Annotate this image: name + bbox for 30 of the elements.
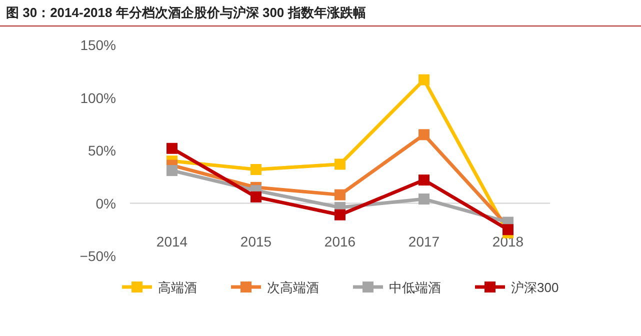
point: [418, 174, 430, 186]
ytick: 50%: [88, 142, 116, 158]
legend-label: 次高端酒: [267, 280, 319, 295]
point: [418, 194, 430, 205]
legend-item: 中低端酒: [353, 280, 441, 295]
point: [166, 142, 178, 154]
point: [418, 129, 430, 140]
legend-label: 高端酒: [158, 280, 197, 295]
ytick: 150%: [80, 37, 116, 53]
xtick: 2015: [240, 233, 272, 250]
legend-item: 次高端酒: [231, 280, 319, 295]
xtick: 2016: [324, 233, 356, 250]
ytick: 100%: [80, 90, 116, 106]
point: [250, 191, 262, 202]
point: [334, 158, 346, 170]
point: [334, 209, 346, 220]
point: [418, 74, 430, 86]
legend-label: 沪深300: [511, 280, 559, 295]
point: [502, 224, 514, 236]
legend-label: 中低端酒: [389, 280, 441, 295]
ytick: 0%: [96, 195, 116, 212]
point: [250, 164, 262, 175]
point: [166, 165, 178, 176]
xtick: 2014: [156, 233, 188, 250]
point: [334, 189, 346, 200]
legend-item: 高端酒: [122, 280, 197, 295]
ytick: −50%: [80, 248, 116, 264]
xtick: 2017: [408, 233, 440, 250]
legend-item: 沪深300: [475, 280, 559, 295]
title: 图 30：2014-2018 年分档次酒企股价与沪深 300 指数年涨跌幅: [6, 5, 366, 20]
